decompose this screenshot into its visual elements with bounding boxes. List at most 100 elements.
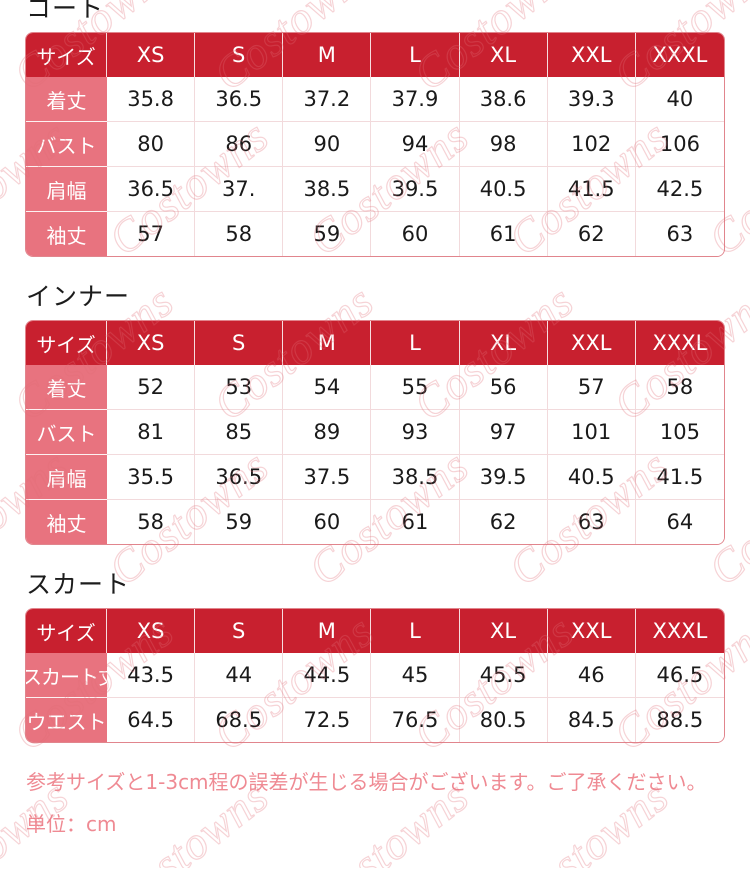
data-cell: 80.5	[459, 698, 548, 742]
data-cell: 57	[547, 365, 636, 410]
data-cell: 39.5	[371, 167, 460, 212]
data-cell: 89	[283, 410, 372, 455]
data-cell: 37.9	[371, 77, 460, 122]
size-table-coat: サイズ XS S M L XL XXL XXXL 着丈 35.8 36.5	[26, 33, 724, 256]
data-cell: 38.5	[283, 167, 372, 212]
data-cell: 64.5	[107, 698, 196, 742]
data-cell: 59	[283, 212, 372, 256]
data-cell: 42.5	[635, 167, 724, 212]
table-row: 肩幅 35.5 36.5 37.5 38.5 39.5 40.5 41.5	[26, 455, 724, 500]
table-row: バスト 81 85 89 93 97 101 105	[26, 410, 724, 455]
row-label: 着丈	[26, 77, 108, 122]
section-title-inner: インナー	[26, 282, 131, 311]
data-cell: 98	[459, 122, 548, 167]
row-label: 肩幅	[26, 167, 108, 212]
table-body-skirt: スカート丈 43.5 44 44.5 45 45.5 46 46.5 ウエスト …	[26, 653, 724, 742]
data-cell: 57	[107, 212, 196, 256]
table-wrap-inner: サイズ XS S M L XL XXL XXXL 着丈 52 53	[26, 321, 724, 544]
data-cell: 46.5	[635, 653, 724, 698]
data-cell: 84.5	[547, 698, 636, 742]
data-cell: 86	[195, 122, 284, 167]
header-cell-size: サイズ	[26, 609, 108, 653]
data-cell: 41.5	[635, 455, 724, 500]
data-cell: 58	[635, 365, 724, 410]
row-label: ウエスト	[26, 698, 108, 742]
section-skirt: スカート サイズ XS S M L XL XXL XXXL	[0, 572, 750, 742]
section-inner: インナー サイズ XS S M L XL XXL XXXL	[0, 284, 750, 544]
data-cell: 63	[547, 500, 636, 544]
row-label-text: 袖丈	[46, 511, 87, 536]
data-cell: 44	[195, 653, 284, 698]
table-row: 袖丈 57 58 59 60 61 62 63	[26, 212, 724, 256]
row-label: バスト	[26, 122, 108, 167]
header-cell-size: サイズ	[26, 321, 108, 365]
data-cell: 72.5	[283, 698, 372, 742]
size-table-skirt: サイズ XS S M L XL XXL XXXL スカート丈 43.5 44	[26, 609, 724, 742]
table-header-skirt: サイズ XS S M L XL XXL XXXL	[26, 609, 724, 653]
row-label: 着丈	[26, 365, 108, 410]
table-row: 着丈 35.8 36.5 37.2 37.9 38.6 39.3 40	[26, 77, 724, 122]
data-cell: 53	[195, 365, 284, 410]
row-label-text: ウエスト	[26, 709, 107, 734]
table-wrap-skirt: サイズ XS S M L XL XXL XXXL スカート丈 43.5 44	[26, 609, 724, 742]
table-row: ウエスト 64.5 68.5 72.5 76.5 80.5 84.5 88.5	[26, 698, 724, 742]
row-label-text: 着丈	[46, 376, 87, 401]
table-body-inner: 着丈 52 53 54 55 56 57 58 バスト 81 85 89	[26, 365, 724, 544]
data-cell: 55	[371, 365, 460, 410]
header-cell-xxl: XXL	[547, 33, 636, 77]
data-cell: 102	[547, 122, 636, 167]
data-cell: 105	[635, 410, 724, 455]
data-cell: 93	[371, 410, 460, 455]
header-cell-l: L	[371, 609, 460, 653]
footer-notes: 参考サイズと1-3cm程の誤差が生じる場合がございます。ご了承ください。 単位：…	[26, 772, 750, 834]
data-cell: 76.5	[371, 698, 460, 742]
data-cell: 36.5	[107, 167, 196, 212]
table-row: スカート丈 43.5 44 44.5 45 45.5 46 46.5	[26, 653, 724, 698]
header-cell-xs: XS	[107, 321, 196, 365]
data-cell: 45	[371, 653, 460, 698]
table-body-coat: 着丈 35.8 36.5 37.2 37.9 38.6 39.3 40 バスト …	[26, 77, 724, 256]
data-cell: 62	[547, 212, 636, 256]
data-cell: 60	[371, 212, 460, 256]
data-cell: 59	[195, 500, 284, 544]
row-label: スカート丈	[26, 653, 118, 698]
header-cell-m: M	[283, 321, 372, 365]
header-cell-xl: XL	[459, 321, 548, 365]
data-cell: 41.5	[547, 167, 636, 212]
header-cell-s: S	[195, 33, 284, 77]
data-cell: 80	[107, 122, 196, 167]
row-label-text: 袖丈	[46, 223, 87, 248]
data-cell: 37.5	[283, 455, 372, 500]
data-cell: 88.5	[635, 698, 724, 742]
row-label-text: バスト	[36, 421, 97, 446]
header-cell-l: L	[371, 33, 460, 77]
header-cell-xxxl: XXXL	[635, 33, 724, 77]
table-header-inner: サイズ XS S M L XL XXL XXXL	[26, 321, 724, 365]
data-cell: 63	[635, 212, 724, 256]
data-cell: 106	[635, 122, 724, 167]
header-cell-m: M	[283, 609, 372, 653]
data-cell: 35.8	[107, 77, 196, 122]
size-table-inner: サイズ XS S M L XL XXL XXXL 着丈 52 53	[26, 321, 724, 544]
data-cell: 38.5	[371, 455, 460, 500]
data-cell: 81	[107, 410, 196, 455]
row-label-text: 肩幅	[46, 178, 87, 203]
data-cell: 44.5	[283, 653, 372, 698]
data-cell: 40.5	[459, 167, 548, 212]
section-title-coat: コート	[26, 0, 105, 23]
data-cell: 60	[283, 500, 372, 544]
header-cell-xxl: XXL	[547, 321, 636, 365]
header-cell-xxl: XXL	[547, 609, 636, 653]
data-cell: 43.5	[107, 653, 196, 698]
data-cell: 58	[107, 500, 196, 544]
header-cell-size: サイズ	[26, 33, 108, 77]
header-cell-s: S	[195, 609, 284, 653]
data-cell: 54	[283, 365, 372, 410]
data-cell: 40.5	[547, 455, 636, 500]
row-label: 肩幅	[26, 455, 108, 500]
data-cell: 36.5	[195, 455, 284, 500]
header-row: サイズ XS S M L XL XXL XXXL	[26, 321, 724, 365]
header-row: サイズ XS S M L XL XXL XXXL	[26, 609, 724, 653]
row-label: バスト	[26, 410, 108, 455]
data-cell: 64	[635, 500, 724, 544]
